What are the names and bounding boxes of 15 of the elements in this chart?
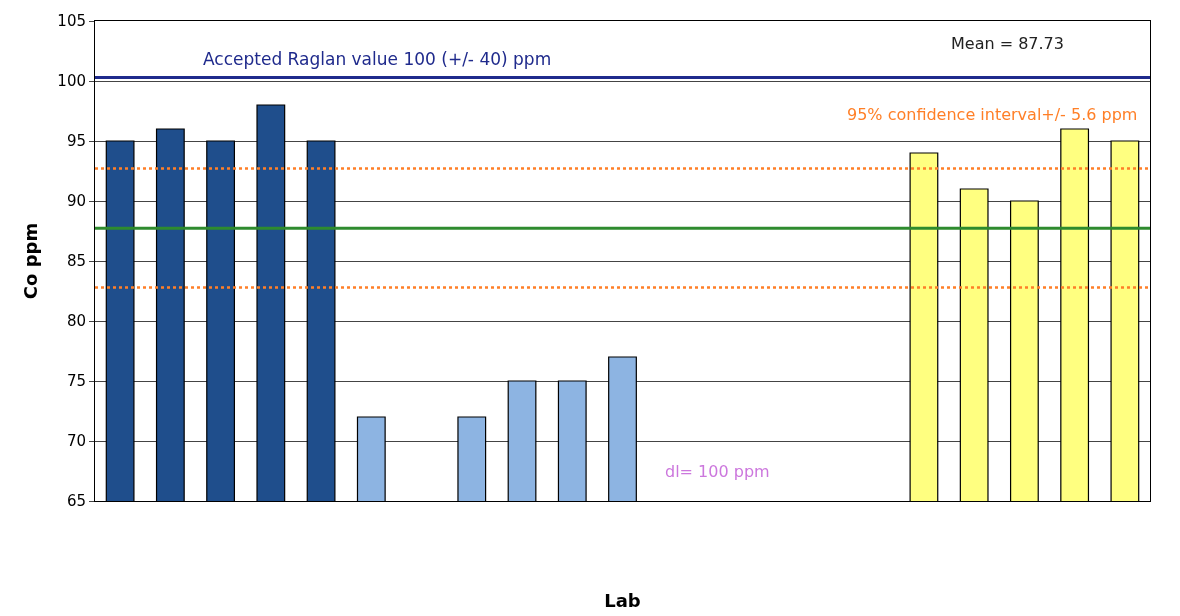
y-axis-title: Co ppm [19, 222, 41, 300]
y-tick-label: 105 [57, 12, 86, 31]
y-tick-label: 75 [66, 372, 86, 391]
y-tick-label: 90 [66, 192, 86, 211]
y-tick-label: 85 [66, 252, 86, 271]
annotation: Mean = 87.73 [951, 34, 1064, 53]
annotation: dl= 100 ppm [665, 462, 770, 481]
x-axis-title: Lab [604, 590, 641, 612]
y-tick-label: 70 [66, 432, 86, 451]
y-tick-label: 100 [57, 72, 86, 91]
ref-line-label: Accepted Raglan value 100 (+/- 40) ppm [203, 49, 552, 69]
annotation: 95% confidence interval+/- 5.6 ppm [847, 105, 1138, 124]
y-tick-label: 80 [66, 312, 86, 331]
y-tick-label: 95 [66, 132, 86, 151]
y-tick-label: 65 [66, 492, 86, 511]
